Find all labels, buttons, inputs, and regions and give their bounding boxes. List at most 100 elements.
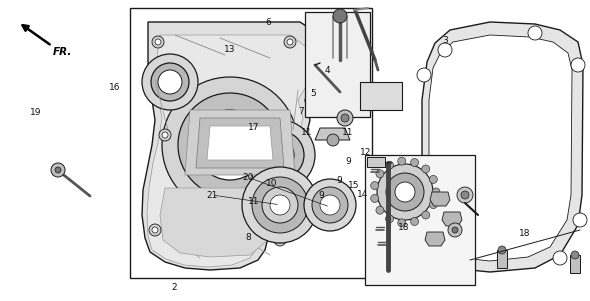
Circle shape bbox=[252, 177, 308, 233]
Circle shape bbox=[385, 215, 394, 223]
Circle shape bbox=[270, 195, 290, 215]
Polygon shape bbox=[160, 188, 280, 257]
Circle shape bbox=[287, 177, 293, 183]
Text: 3: 3 bbox=[442, 36, 448, 45]
Text: 9: 9 bbox=[345, 157, 351, 166]
Circle shape bbox=[398, 157, 406, 165]
Circle shape bbox=[371, 194, 379, 203]
Polygon shape bbox=[425, 232, 445, 246]
Circle shape bbox=[376, 170, 384, 178]
Circle shape bbox=[553, 251, 567, 265]
Polygon shape bbox=[185, 110, 295, 175]
Text: 9: 9 bbox=[336, 176, 342, 185]
Circle shape bbox=[446, 256, 460, 270]
Circle shape bbox=[432, 188, 440, 196]
Circle shape bbox=[448, 223, 462, 237]
Polygon shape bbox=[142, 22, 330, 270]
Text: 18: 18 bbox=[398, 223, 410, 232]
Circle shape bbox=[162, 132, 168, 138]
Circle shape bbox=[418, 213, 432, 227]
Text: 9: 9 bbox=[319, 191, 324, 200]
Circle shape bbox=[371, 182, 379, 190]
Circle shape bbox=[195, 110, 265, 180]
Text: 16: 16 bbox=[109, 83, 121, 92]
Circle shape bbox=[262, 187, 298, 223]
Bar bbox=[497, 250, 507, 268]
Text: 8: 8 bbox=[245, 233, 251, 242]
Circle shape bbox=[312, 187, 348, 223]
Circle shape bbox=[422, 165, 430, 173]
Circle shape bbox=[385, 161, 394, 169]
Bar bbox=[570, 255, 580, 273]
Circle shape bbox=[155, 39, 161, 45]
Bar bbox=[367, 157, 385, 167]
Polygon shape bbox=[196, 118, 284, 168]
Circle shape bbox=[377, 164, 433, 220]
Text: 7: 7 bbox=[298, 107, 304, 116]
Polygon shape bbox=[147, 35, 315, 267]
Circle shape bbox=[149, 224, 161, 236]
Circle shape bbox=[430, 200, 437, 209]
Circle shape bbox=[242, 167, 318, 243]
Bar bbox=[305, 12, 370, 117]
Circle shape bbox=[284, 36, 296, 48]
Text: 4: 4 bbox=[324, 66, 330, 75]
Circle shape bbox=[320, 195, 340, 215]
Text: 13: 13 bbox=[224, 45, 236, 54]
Bar bbox=[360, 82, 402, 110]
Circle shape bbox=[417, 68, 431, 82]
Circle shape bbox=[304, 179, 356, 231]
Bar bbox=[130, 8, 372, 278]
Circle shape bbox=[277, 237, 283, 243]
Polygon shape bbox=[442, 212, 462, 226]
Text: 15: 15 bbox=[348, 181, 360, 190]
Circle shape bbox=[333, 9, 347, 23]
Circle shape bbox=[178, 93, 282, 197]
Circle shape bbox=[422, 211, 430, 219]
Circle shape bbox=[457, 187, 473, 203]
Circle shape bbox=[411, 218, 418, 225]
Text: 11: 11 bbox=[301, 128, 313, 137]
Circle shape bbox=[256, 131, 304, 179]
Text: 6: 6 bbox=[266, 18, 271, 27]
Circle shape bbox=[51, 163, 65, 177]
Text: 20: 20 bbox=[242, 173, 254, 182]
Circle shape bbox=[274, 234, 286, 246]
Circle shape bbox=[528, 26, 542, 40]
Circle shape bbox=[411, 159, 418, 166]
Text: 11: 11 bbox=[248, 197, 260, 206]
Circle shape bbox=[337, 110, 353, 126]
Circle shape bbox=[55, 167, 61, 173]
Circle shape bbox=[571, 251, 579, 259]
Polygon shape bbox=[422, 22, 583, 272]
Text: 12: 12 bbox=[360, 147, 372, 157]
Circle shape bbox=[152, 36, 164, 48]
Circle shape bbox=[461, 191, 469, 199]
Circle shape bbox=[152, 227, 158, 233]
Circle shape bbox=[571, 58, 585, 72]
Text: 18: 18 bbox=[519, 229, 531, 238]
Circle shape bbox=[395, 182, 415, 202]
Circle shape bbox=[573, 213, 587, 227]
Circle shape bbox=[266, 141, 294, 169]
Circle shape bbox=[430, 175, 437, 183]
Text: 17: 17 bbox=[248, 123, 260, 132]
Text: 11: 11 bbox=[342, 128, 354, 137]
Circle shape bbox=[327, 134, 339, 146]
Circle shape bbox=[159, 129, 171, 141]
Circle shape bbox=[162, 77, 298, 213]
Text: 5: 5 bbox=[310, 89, 316, 98]
Bar bbox=[365, 155, 475, 285]
Circle shape bbox=[245, 120, 315, 190]
Text: 10: 10 bbox=[266, 179, 277, 188]
Text: 19: 19 bbox=[30, 108, 41, 117]
Text: FR.: FR. bbox=[53, 47, 73, 57]
Text: 2: 2 bbox=[171, 283, 177, 292]
Polygon shape bbox=[430, 192, 450, 206]
Circle shape bbox=[386, 173, 424, 211]
Circle shape bbox=[151, 63, 189, 101]
Circle shape bbox=[452, 227, 458, 233]
Circle shape bbox=[498, 246, 506, 254]
Circle shape bbox=[398, 219, 406, 227]
Circle shape bbox=[376, 206, 384, 214]
